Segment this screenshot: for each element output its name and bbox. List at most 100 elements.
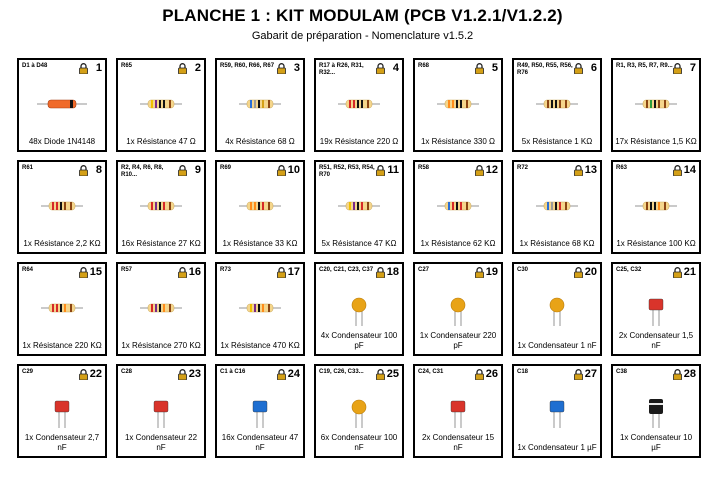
lock-icon bbox=[574, 369, 583, 380]
color-band bbox=[559, 202, 561, 210]
color-band bbox=[551, 202, 553, 210]
color-band bbox=[155, 304, 157, 312]
component-card: R1, R3, R5, R7, R9... 7 17x Résistance 1,5… bbox=[611, 58, 701, 152]
component-number: 10 bbox=[287, 164, 300, 176]
component-number: 25 bbox=[386, 368, 399, 380]
component-card: C29 22 1x Condensateur 2,7 nF bbox=[17, 364, 107, 458]
component-reference: R68 bbox=[418, 63, 430, 69]
component-label: 1x Résistance 62 KΩ bbox=[420, 239, 496, 248]
component-label: 1x Résistance 220 KΩ bbox=[22, 341, 102, 350]
film-blue-icon bbox=[549, 400, 565, 428]
component-card: C28 23 1x Condensateur 22 nF bbox=[116, 364, 206, 458]
color-band bbox=[367, 202, 369, 210]
component-number: 28 bbox=[683, 368, 696, 380]
component-reference: C1 à C16 bbox=[220, 369, 246, 375]
lock-icon bbox=[376, 369, 385, 380]
lock-icon bbox=[277, 165, 286, 176]
polarity-stripe bbox=[649, 403, 663, 405]
ceramic-icon bbox=[549, 297, 565, 326]
color-band bbox=[664, 100, 666, 108]
component-number: 16 bbox=[188, 266, 201, 278]
component-card: R17 à R26, R31, R32... 4 19x Résistance 22… bbox=[314, 58, 404, 152]
lock-icon bbox=[376, 267, 385, 278]
capacitor-body bbox=[649, 399, 663, 414]
lock-icon bbox=[178, 369, 187, 380]
component-number: 14 bbox=[683, 164, 696, 176]
component-label: 16x Condensateur 47 nF bbox=[221, 433, 299, 452]
component-reference: D1 à D48 bbox=[22, 63, 48, 69]
lock-icon bbox=[673, 369, 682, 380]
color-band bbox=[448, 100, 450, 108]
resistor-icon bbox=[41, 201, 83, 211]
color-band bbox=[646, 100, 648, 108]
color-band bbox=[159, 202, 161, 210]
lock-icon bbox=[277, 267, 286, 278]
component-number: 15 bbox=[89, 266, 102, 278]
component-label: 1x Condensateur 22 nF bbox=[124, 433, 198, 452]
component-label: 16x Résistance 27 KΩ bbox=[121, 239, 201, 248]
component-number: 4 bbox=[392, 62, 399, 74]
ceramic-icon bbox=[351, 297, 367, 326]
color-band bbox=[163, 100, 165, 108]
lock-icon bbox=[574, 267, 583, 278]
component-reference: R72 bbox=[517, 165, 529, 171]
color-band bbox=[460, 100, 462, 108]
component-number: 20 bbox=[584, 266, 597, 278]
lock-icon bbox=[178, 267, 187, 278]
lock-icon bbox=[475, 369, 484, 380]
component-label: 1x Résistance 270 KΩ bbox=[121, 341, 201, 350]
component-number: 1 bbox=[95, 62, 102, 74]
component-card: C19, C26, C33... 25 6x Condensateur 100 nF bbox=[314, 364, 404, 458]
color-band bbox=[268, 202, 270, 210]
capacitor-body bbox=[252, 400, 268, 413]
color-band bbox=[646, 202, 648, 210]
color-band bbox=[466, 100, 468, 108]
ceramic-icon bbox=[351, 399, 367, 428]
color-band bbox=[658, 202, 660, 210]
color-band bbox=[654, 202, 656, 210]
component-card: R63 14 1x Résistance 100 KΩ bbox=[611, 160, 701, 254]
component-card: R51, R52, R53, R54, R70 11 5x Résistance 4… bbox=[314, 160, 404, 254]
component-number: 6 bbox=[590, 62, 597, 74]
component-number: 21 bbox=[683, 266, 696, 278]
resistor-icon bbox=[338, 99, 380, 109]
color-band bbox=[250, 202, 252, 210]
color-band bbox=[70, 304, 72, 312]
color-band bbox=[565, 100, 567, 108]
component-reference: R65 bbox=[121, 63, 133, 69]
resistor-icon bbox=[140, 99, 182, 109]
component-reference: C30 bbox=[517, 267, 529, 273]
component-number: 13 bbox=[584, 164, 597, 176]
ceramic-icon bbox=[450, 297, 466, 326]
resistor-icon bbox=[239, 201, 281, 211]
color-band bbox=[456, 202, 458, 210]
component-label: 1x Condensateur 2,7 nF bbox=[24, 433, 100, 452]
lock-icon bbox=[475, 267, 484, 278]
color-band bbox=[169, 202, 171, 210]
component-label: 1x Résistance 330 Ω bbox=[420, 137, 496, 146]
component-card: C25, C32 21 2x Condensateur 1,5 nF bbox=[611, 262, 701, 356]
component-label: 5x Résistance 47 KΩ bbox=[321, 239, 397, 248]
film-blue-icon bbox=[252, 400, 268, 428]
color-band bbox=[650, 202, 652, 210]
component-card: C24, C31 26 2x Condensateur 15 nF bbox=[413, 364, 503, 458]
color-band bbox=[268, 100, 270, 108]
color-band bbox=[559, 100, 561, 108]
component-reference: R64 bbox=[22, 267, 34, 273]
resistor-icon bbox=[437, 201, 479, 211]
lock-icon bbox=[574, 165, 583, 176]
color-band bbox=[64, 202, 66, 210]
component-reference: R73 bbox=[220, 267, 232, 273]
capacitor-body bbox=[549, 400, 565, 413]
color-band bbox=[361, 202, 363, 210]
component-number: 19 bbox=[485, 266, 498, 278]
component-reference: R17 à R26, R31, R32... bbox=[319, 63, 364, 76]
diode-body bbox=[47, 99, 77, 109]
lock-icon bbox=[79, 369, 88, 380]
component-label: 5x Résistance 1 KΩ bbox=[521, 137, 593, 146]
resistor-icon bbox=[239, 303, 281, 313]
component-label: 1x Condensateur 1 nF bbox=[517, 341, 597, 350]
component-label: 19x Résistance 220 Ω bbox=[319, 137, 399, 146]
color-band bbox=[547, 202, 549, 210]
component-card: D1 à D48 1 48x Diode 1N4148 bbox=[17, 58, 107, 152]
